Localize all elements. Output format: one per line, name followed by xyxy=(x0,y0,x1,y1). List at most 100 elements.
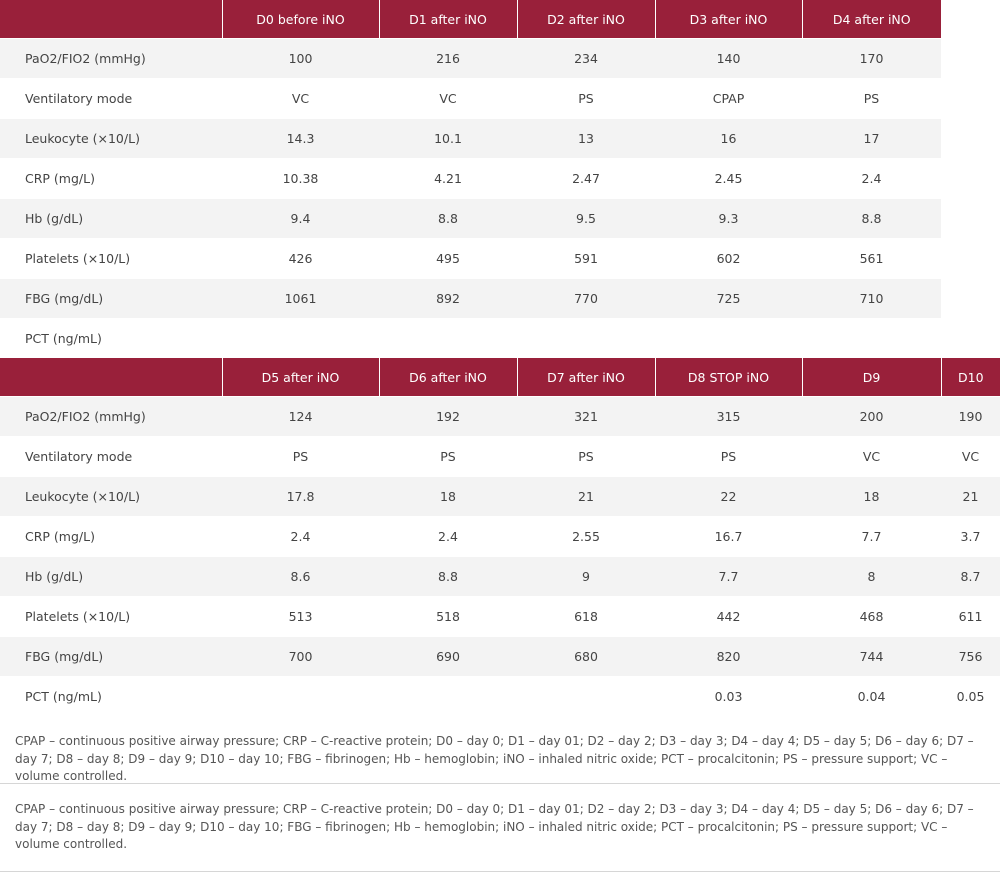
row-label: Ventilatory mode xyxy=(0,436,222,477)
table-cell: VC xyxy=(379,78,517,119)
column-header-d8: D8 STOP iNO xyxy=(655,358,803,397)
table-cell: 8.6 xyxy=(222,556,379,597)
table-cell: 426 xyxy=(222,238,379,279)
table-row: PCT (ng/mL) 0.03 0.04 0.05 xyxy=(0,676,1000,717)
table-cell: 21 xyxy=(517,476,655,517)
table-cell: 8 xyxy=(802,556,941,597)
lab-table-days-5-10: D5 after iNO D6 after iNO D7 after iNO D… xyxy=(0,358,1000,717)
table-cell: 690 xyxy=(379,636,517,677)
table-cell: 8.8 xyxy=(379,556,517,597)
table-footnote: CPAP – continuous positive airway pressu… xyxy=(15,734,974,783)
table-row: Platelets (×10/L) 426 495 591 602 561 xyxy=(0,238,941,279)
table-cell: 190 xyxy=(941,396,1000,437)
table-cell xyxy=(517,676,655,717)
table-cell xyxy=(802,318,941,359)
row-label: Platelets (×10/L) xyxy=(0,596,222,637)
table-cell: PS xyxy=(517,78,655,119)
row-label: PCT (ng/mL) xyxy=(0,676,222,717)
table-cell: 591 xyxy=(517,238,655,279)
divider xyxy=(0,871,1000,872)
column-header-parameter xyxy=(0,0,223,39)
table-row: CRP (mg/L) 10.38 4.21 2.47 2.45 2.4 xyxy=(0,158,941,199)
table-cell xyxy=(222,676,379,717)
table-row: Hb (g/dL) 9.4 8.8 9.5 9.3 8.8 xyxy=(0,198,941,239)
table-cell: 7.7 xyxy=(802,516,941,557)
table-cell: 9.4 xyxy=(222,198,379,239)
table-footnote: CPAP – continuous positive airway pressu… xyxy=(15,802,974,851)
row-label: PCT (ng/mL) xyxy=(0,318,222,359)
divider xyxy=(0,783,1000,784)
table-cell: 561 xyxy=(802,238,941,279)
column-header-d0: D0 before iNO xyxy=(222,0,380,39)
table-cell xyxy=(517,318,655,359)
table-cell: 3.7 xyxy=(941,516,1000,557)
table-cell: 234 xyxy=(517,38,655,79)
table-cell: 200 xyxy=(802,396,941,437)
column-header-parameter xyxy=(0,358,223,397)
table-cell: 18 xyxy=(379,476,517,517)
table-cell: VC xyxy=(222,78,379,119)
table-row: Leukocyte (×10/L) 14.3 10.1 13 16 17 xyxy=(0,118,941,159)
table-cell: 16 xyxy=(655,118,802,159)
table-row: CRP (mg/L) 2.4 2.4 2.55 16.7 7.7 3.7 xyxy=(0,516,1000,557)
row-label: PaO2/FIO2 (mmHg) xyxy=(0,396,222,437)
table-cell: 9.3 xyxy=(655,198,802,239)
table-cell: 10.38 xyxy=(222,158,379,199)
table-cell: 17 xyxy=(802,118,941,159)
table-cell: 18 xyxy=(802,476,941,517)
table-cell: 2.4 xyxy=(802,158,941,199)
table-cell: 321 xyxy=(517,396,655,437)
table-cell: PS xyxy=(802,78,941,119)
table-cell: 17.8 xyxy=(222,476,379,517)
table-cell: 9 xyxy=(517,556,655,597)
row-label: Hb (g/dL) xyxy=(0,556,222,597)
table-cell: 602 xyxy=(655,238,802,279)
row-label: Ventilatory mode xyxy=(0,78,222,119)
row-label: Leukocyte (×10/L) xyxy=(0,118,222,159)
table-cell: 513 xyxy=(222,596,379,637)
column-header-d10: D10 xyxy=(941,358,1000,397)
row-label: Leukocyte (×10/L) xyxy=(0,476,222,517)
column-header-d2: D2 after iNO xyxy=(517,0,656,39)
table-cell: 315 xyxy=(655,396,802,437)
row-label: CRP (mg/L) xyxy=(0,516,222,557)
table-cell: CPAP xyxy=(655,78,802,119)
row-label: FBG (mg/dL) xyxy=(0,278,222,319)
column-header-d9: D9 xyxy=(802,358,942,397)
row-label: PaO2/FIO2 (mmHg) xyxy=(0,38,222,79)
lab-table-days-0-4: D0 before iNO D1 after iNO D2 after iNO … xyxy=(0,0,941,359)
table-cell: 13 xyxy=(517,118,655,159)
table-cell: PS xyxy=(379,436,517,477)
table-cell: 10.1 xyxy=(379,118,517,159)
table-cell: 216 xyxy=(379,38,517,79)
table-header-row: D0 before iNO D1 after iNO D2 after iNO … xyxy=(0,0,941,39)
table-cell: 14.3 xyxy=(222,118,379,159)
table-cell: PS xyxy=(517,436,655,477)
table-cell: 2.4 xyxy=(379,516,517,557)
table-cell: 16.7 xyxy=(655,516,802,557)
table-cell xyxy=(655,318,802,359)
table-row: Hb (g/dL) 8.6 8.8 9 7.7 8 8.7 xyxy=(0,556,1000,597)
table-cell: 680 xyxy=(517,636,655,677)
table-row: PCT (ng/mL) xyxy=(0,318,941,359)
table-cell: 22 xyxy=(655,476,802,517)
column-header-d4: D4 after iNO xyxy=(802,0,941,39)
table-row: Leukocyte (×10/L) 17.8 18 21 22 18 21 xyxy=(0,476,1000,517)
table-cell: 770 xyxy=(517,278,655,319)
table-cell: 820 xyxy=(655,636,802,677)
table-cell: 2.4 xyxy=(222,516,379,557)
table-row: PaO2/FIO2 (mmHg) 124 192 321 315 200 190 xyxy=(0,396,1000,437)
table-row: Ventilatory mode PS PS PS PS VC VC xyxy=(0,436,1000,477)
table-cell: 495 xyxy=(379,238,517,279)
table-cell: 8.8 xyxy=(379,198,517,239)
table-cell: 21 xyxy=(941,476,1000,517)
table-row: FBG (mg/dL) 700 690 680 820 744 756 xyxy=(0,636,1000,677)
table-cell: 700 xyxy=(222,636,379,677)
table-cell xyxy=(379,318,517,359)
table-row: Ventilatory mode VC VC PS CPAP PS xyxy=(0,78,941,119)
table-cell: 4.21 xyxy=(379,158,517,199)
table-cell: 442 xyxy=(655,596,802,637)
table-cell: 0.05 xyxy=(941,676,1000,717)
table-cell: 0.04 xyxy=(802,676,941,717)
table-cell xyxy=(379,676,517,717)
